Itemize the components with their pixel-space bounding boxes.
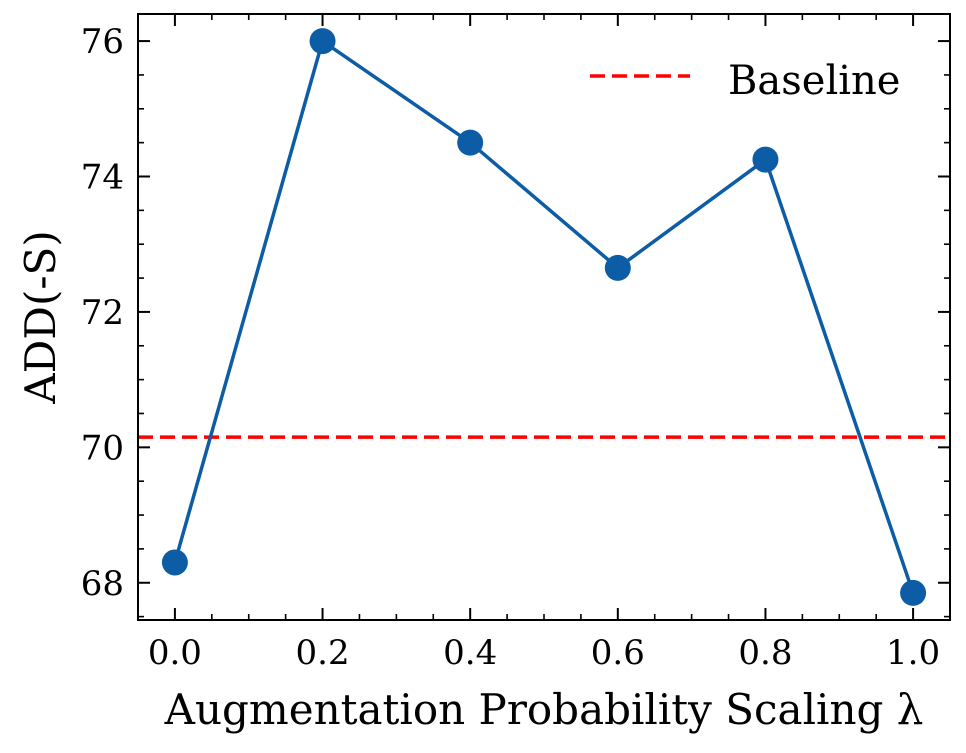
y-tick-label: 68 xyxy=(81,564,124,604)
tick-labels: 0.0 0.2 0.4 0.6 0.8 1.0 68 70 72 74 76 xyxy=(81,22,940,673)
y-tick-label: 70 xyxy=(81,428,124,468)
data-point xyxy=(900,579,927,606)
x-tick-label: 0.0 xyxy=(148,633,202,673)
y-tick-label: 74 xyxy=(81,158,124,198)
x-tick-label: 0.2 xyxy=(296,633,350,673)
legend-baseline-label: Baseline xyxy=(728,58,900,104)
plot-frame xyxy=(137,13,951,621)
legend: Baseline xyxy=(590,58,900,104)
axis-ticks xyxy=(137,14,951,620)
data-point xyxy=(309,28,336,55)
data-point xyxy=(161,549,188,576)
x-tick-label: 1.0 xyxy=(886,633,940,673)
data-point xyxy=(604,254,631,281)
y-axis-title: ADD(-S) xyxy=(16,230,65,404)
series-layer xyxy=(161,28,927,606)
data-point xyxy=(752,146,779,173)
series-line xyxy=(173,38,915,594)
y-tick-label: 76 xyxy=(81,22,124,62)
x-tick-label: 0.6 xyxy=(591,633,645,673)
x-axis-title: Augmentation Probability Scaling λ xyxy=(164,685,924,734)
y-tick-label: 72 xyxy=(81,293,124,333)
x-tick-label: 0.4 xyxy=(443,633,497,673)
data-point xyxy=(457,129,484,156)
x-tick-label: 0.8 xyxy=(738,633,792,673)
